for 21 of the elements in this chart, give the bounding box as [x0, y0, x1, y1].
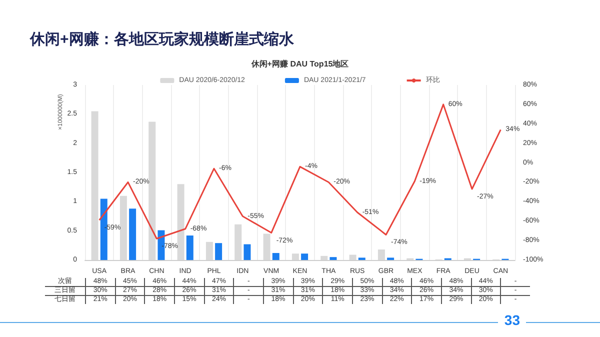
bar	[206, 242, 213, 260]
bar	[91, 111, 98, 260]
chart-subtitle: 休闲+网赚 DAU Top15地区	[250, 58, 349, 68]
bar	[301, 254, 308, 260]
bar	[244, 244, 251, 260]
bar	[272, 253, 280, 260]
bar	[234, 224, 242, 260]
bar	[186, 236, 194, 260]
bar	[129, 208, 136, 260]
bar	[378, 250, 385, 260]
bar	[148, 122, 156, 260]
text: 33	[498, 312, 526, 328]
bar	[263, 234, 270, 260]
bar	[330, 257, 337, 260]
bar	[292, 254, 299, 260]
bar	[215, 243, 222, 260]
bar	[177, 184, 184, 260]
chart-title: 休闲+网赚：各地区玩家规模断崖式缩水	[30, 30, 294, 49]
bar	[320, 256, 328, 260]
bar	[349, 254, 356, 260]
bar	[120, 196, 127, 260]
